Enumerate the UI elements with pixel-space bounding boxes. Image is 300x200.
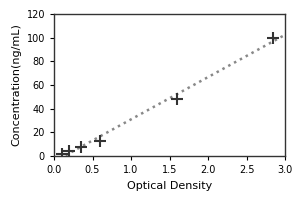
X-axis label: Optical Density: Optical Density xyxy=(127,181,212,191)
Y-axis label: Concentration(ng/mL): Concentration(ng/mL) xyxy=(11,24,21,146)
